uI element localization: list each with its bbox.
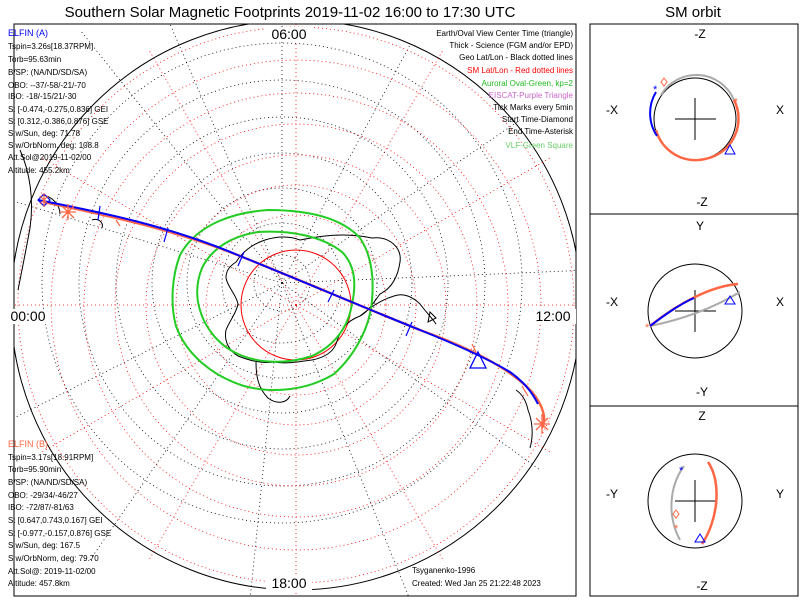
- axis-label-right: X: [776, 103, 784, 117]
- sm-grid: [14, 24, 576, 596]
- elfin-b-line: S w/Sun, deg: 167.5: [8, 541, 81, 550]
- auroral-oval: [171, 208, 374, 391]
- svg-text:*: *: [645, 322, 650, 334]
- probe-tracks: [37, 193, 550, 434]
- orbit-panel-3: Z -Z -Y Y * *: [606, 409, 784, 593]
- elfin-b-line: S: [-0.977,-0.157,0.876] GSE: [8, 529, 111, 538]
- elfin-a-line: Att.Sol@2019-11-02/00: [8, 153, 92, 162]
- orbit-panel-2: Y -Y -X X *: [606, 219, 784, 399]
- elfin-a-track: [37, 199, 539, 405]
- legend-item: Tick Marks every 5min: [493, 103, 573, 112]
- elfin-b-line: S: [0.647,0.743,0.167] GEI: [8, 516, 103, 525]
- elfin-b-name: ELFIN (B): [8, 439, 48, 449]
- orbit-frame: [589, 23, 799, 597]
- elfin-a-line: IBO: -18/-15/21/-30: [8, 92, 77, 101]
- svg-text:*: *: [674, 523, 679, 535]
- legend-item: Geo Lat/Lon - Black dotted lines: [459, 53, 573, 62]
- legend-item: Auroral Oval-Green, kp=2: [482, 79, 574, 88]
- elfin-b-line: OBO: -29/34/-46/27: [8, 491, 78, 500]
- svg-text:*: *: [734, 97, 738, 108]
- elfin-a-line: S: [-0.474,-0.275,0.836] GEI: [8, 105, 108, 114]
- axis-label-right: Y: [776, 487, 784, 501]
- elfin-b-line: Torb=95.90min: [8, 465, 61, 474]
- axis-label-left: -X: [606, 103, 618, 117]
- geo-grid: [14, 24, 576, 596]
- model-name: Tsyganenko-1996: [412, 566, 476, 575]
- legend-item: Thick - Science (FGM and/or EPD): [449, 41, 573, 50]
- mlt-label-left: 00:00: [10, 308, 45, 324]
- figure-title: Southern Solar Magnetic Footprints 2019-…: [65, 4, 516, 21]
- elfin-a-line: S: [0.312,-0.386,0.876] GSE: [8, 117, 109, 126]
- elfin-a-line: Tspin=3.26s[18.37RPM]: [8, 42, 93, 51]
- elfin-b-info: ELFIN (B) Tspin=3.17s[18.91RPM] Torb=95.…: [8, 439, 111, 588]
- orbit-title: SM orbit: [665, 4, 722, 21]
- axis-label-left: -Y: [606, 487, 618, 501]
- elfin-b-line: S w/OrbNorm, deg: 79.70: [8, 554, 99, 563]
- mlt-label-bottom: 18:00: [271, 575, 306, 591]
- svg-text:*: *: [653, 84, 658, 96]
- axis-label-bottom: -Y: [696, 385, 708, 399]
- legend-item: VLF-Green Square: [505, 141, 573, 150]
- elfin-b-line: Tspin=3.17s[18.91RPM]: [8, 453, 93, 462]
- mlt-labels: 06:00 00:00 12:00 18:00: [3, 26, 576, 591]
- center-time-triangle: [468, 350, 488, 369]
- polar-map: [14, 24, 576, 596]
- coastlines: [17, 149, 533, 449]
- orbit-panel-1: -Z -Z -X X * *: [606, 27, 784, 209]
- elfin-a-name: ELFIN (A): [8, 28, 48, 38]
- svg-text:*: *: [679, 465, 684, 477]
- legend-item: Earth/Oval View Center Time (triangle): [436, 29, 573, 38]
- legend-item: Start Time-Diamond: [502, 115, 573, 124]
- elfin-a-line: S w/Sun, deg: 71.78: [8, 129, 81, 138]
- axis-label-top: Z: [698, 409, 705, 423]
- axis-label-left: -X: [606, 295, 618, 309]
- legend-item: EISCAT-Purple Triangle: [489, 91, 574, 100]
- axis-label-top: Y: [696, 219, 704, 233]
- axis-label-right: X: [776, 295, 784, 309]
- axis-label-bottom: -Z: [696, 579, 707, 593]
- legend-item: End Time-Asterisk: [508, 127, 574, 136]
- legend: Earth/Oval View Center Time (triangle) T…: [436, 29, 574, 150]
- axis-label-bottom: -Z: [696, 195, 707, 209]
- created-timestamp: Created: Wed Jan 25 21:22:48 2023: [412, 579, 541, 588]
- mlt-label-right: 12:00: [535, 308, 570, 324]
- legend-item: SM Lat/Lon - Red dotted lines: [467, 66, 573, 75]
- elfin-b-line: B/SP: (NA/ND/SD/SA): [8, 478, 87, 487]
- elfin-a-line: S w/OrbNorm, deg: 108.8: [8, 141, 99, 150]
- end-asterisk: [60, 204, 76, 220]
- elfin-b-line: IBO: -72/87/-81/63: [8, 503, 74, 512]
- elfin-a-line: B/SP: (NA/ND/SD/SA): [8, 68, 87, 77]
- elfin-b-line: Altitude: 457.8km: [8, 579, 70, 588]
- elfin-a-line: Altitude: 455.2km: [8, 166, 70, 175]
- elfin-a-info: ELFIN (A) Tspin=3.26s[18.37RPM] Torb=95.…: [8, 28, 109, 175]
- elfin-b-line: Att.Sol@: 2019-11-02/00: [8, 567, 96, 576]
- elfin-a-line: Torb=95.63min: [8, 55, 61, 64]
- elfin-b-track: [43, 200, 546, 429]
- elfin-a-line: OBO: --37/-58/-21/-70: [8, 81, 86, 90]
- mlt-label-top: 06:00: [271, 26, 306, 42]
- axis-label-top: -Z: [694, 27, 705, 41]
